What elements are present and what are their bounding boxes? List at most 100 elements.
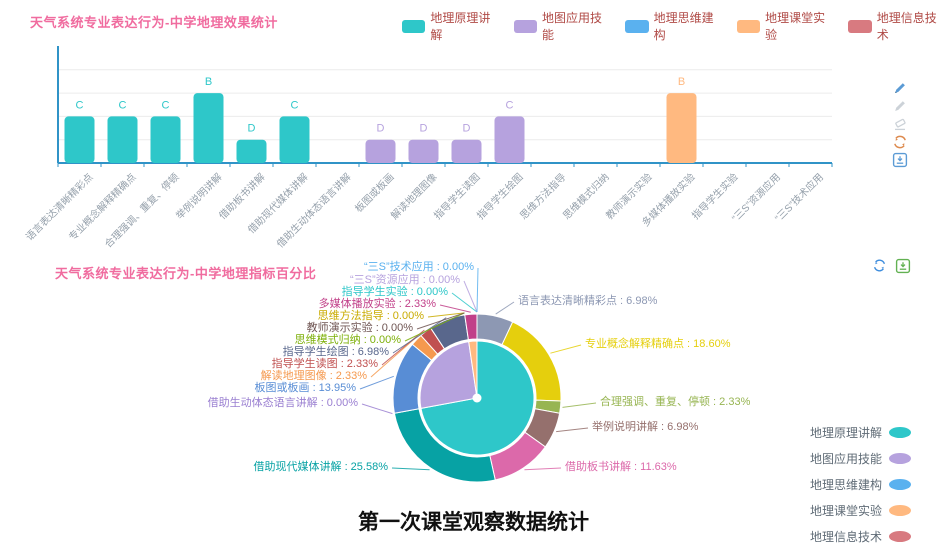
edit-pencil-icon[interactable]	[892, 80, 908, 96]
save-image-icon[interactable]	[895, 258, 911, 274]
bar-grade-label: B	[678, 76, 685, 88]
legend-label: 地理思维建构	[653, 11, 714, 42]
bar[interactable]	[666, 93, 697, 163]
bar-grade-label: C	[506, 99, 514, 111]
pie-label: 指导学生实验 : 0.00%	[341, 286, 448, 298]
legend-label: 地理原理讲解	[430, 11, 491, 42]
refresh-icon[interactable]	[872, 258, 887, 273]
legend-item[interactable]: 地理原理讲解	[810, 424, 912, 441]
legend-item[interactable]: 地理思维建构	[625, 9, 724, 43]
legend-item[interactable]: 地理思维建构	[810, 476, 912, 493]
leader-line	[556, 427, 589, 433]
pie-label: 多媒体播放实验 : 2.33%	[318, 298, 436, 310]
legend-label: 地理原理讲解	[810, 426, 883, 440]
pie-label: 指导学生绘图 : 6.98%	[282, 346, 389, 358]
pie-chart-toolbar	[872, 258, 911, 274]
leader-line	[495, 301, 515, 315]
legend-label: 地理课堂实验	[810, 504, 883, 518]
leader-line	[463, 280, 478, 313]
bar-grade-label: D	[248, 123, 256, 135]
pie-label: 借助板书讲解 : 11.63%	[565, 461, 677, 473]
legend-chip	[625, 19, 649, 33]
leader-line	[391, 467, 430, 471]
leader-line	[359, 375, 394, 390]
legend-chip	[513, 19, 537, 33]
pie-label: 教师演示实验 : 0.00%	[306, 322, 413, 334]
pie-label: 思维方法指导 : 0.00%	[317, 310, 424, 322]
pie-inner-slice[interactable]	[419, 341, 478, 409]
bar-grade-label: C	[162, 99, 170, 111]
bar-chart-legend: 地理原理讲解 地图应用技能 地理思维建构 地理课堂实验 地理信息技术	[402, 9, 947, 43]
bar-grade-label: D	[420, 123, 428, 135]
bar[interactable]	[107, 116, 138, 163]
legend-chip	[402, 19, 426, 33]
pie-label: 解读地理图像 : 2.33%	[260, 370, 367, 382]
pie-label: 语言表达清晰精彩点 : 6.98%	[518, 295, 658, 307]
bar[interactable]	[365, 139, 396, 163]
leader-line	[370, 337, 416, 378]
pie-slice[interactable]	[464, 313, 478, 341]
pie-label: 板图或板画 : 13.95%	[254, 382, 356, 394]
leader-line	[427, 312, 465, 318]
legend-chip	[736, 19, 761, 33]
bar-grade-label: C	[291, 99, 299, 111]
pie-label: 专业概念解释精确点 : 18.60%	[585, 338, 731, 350]
bar[interactable]	[451, 139, 482, 163]
bar[interactable]	[494, 116, 525, 163]
pencil-disabled-icon[interactable]	[892, 98, 908, 114]
legend-item[interactable]: 地理信息技术	[810, 528, 912, 545]
legend-item[interactable]: 地理原理讲解	[402, 9, 501, 43]
leader-line	[361, 403, 393, 415]
pie-label: “三S”资源应用 : 0.00%	[349, 274, 460, 286]
bar[interactable]	[150, 116, 181, 163]
pie-label: 举例说明讲解 : 6.98%	[592, 421, 699, 433]
pie-chart-legend: 地理原理讲解 地图应用技能 地理思维建构 地理课堂实验地理信息技术	[810, 424, 912, 545]
leader-line	[404, 312, 465, 342]
bar[interactable]	[408, 139, 439, 163]
legend-label: 地理课堂实验	[765, 11, 826, 42]
bar-chart: C C C B D C D D D C B	[57, 46, 833, 167]
pie-label: “三S”技术应用 : 0.00%	[363, 261, 474, 273]
pie-label: 思维模式归纳 : 0.00%	[294, 334, 401, 346]
pie-label: 合理强调、重复、停顿 : 2.33%	[600, 396, 751, 408]
leader-line	[562, 402, 597, 408]
bar-chart-title: 天气系统专业表达行为-中学地理效果统计	[30, 15, 278, 30]
legend-chip	[889, 427, 912, 438]
save-image-icon[interactable]	[892, 152, 908, 168]
legend-chip	[889, 531, 912, 542]
legend-chip	[889, 453, 912, 464]
leader-line	[392, 317, 447, 354]
bar[interactable]	[236, 139, 267, 163]
legend-item[interactable]: 地图应用技能	[810, 450, 912, 467]
bar[interactable]	[279, 116, 310, 163]
legend-label: 地图应用技能	[810, 452, 883, 466]
leader-line	[476, 267, 479, 313]
eraser-disabled-icon[interactable]	[892, 116, 908, 132]
bar[interactable]	[193, 93, 224, 163]
bar-grade-label: C	[119, 99, 127, 111]
leader-line	[416, 312, 465, 330]
bar-grade-label: C	[76, 99, 84, 111]
legend-item[interactable]: 地理课堂实验	[736, 9, 836, 43]
pie-chart-title: 天气系统专业表达行为-中学地理指标百分比	[55, 266, 317, 281]
legend-label: 地图应用技能	[541, 11, 602, 42]
leader-line	[524, 467, 562, 471]
bar-grade-label: D	[377, 123, 385, 135]
legend-item[interactable]: 地理信息技术	[848, 9, 947, 43]
pie-center-dot	[472, 393, 482, 403]
legend-item[interactable]: 地理课堂实验	[810, 502, 912, 519]
leader-line	[451, 292, 478, 313]
legend-item[interactable]: 地图应用技能	[513, 9, 613, 43]
leader-line	[381, 329, 425, 366]
pie-inner-slice[interactable]	[468, 340, 478, 399]
legend-chip	[889, 479, 912, 490]
legend-chip	[848, 19, 872, 33]
bar-grade-label: D	[463, 123, 471, 135]
leader-line	[439, 304, 471, 313]
legend-chip	[889, 505, 912, 516]
bar[interactable]	[64, 116, 95, 163]
legend-label: 地理思维建构	[810, 478, 883, 492]
refresh-icon[interactable]	[892, 134, 908, 150]
